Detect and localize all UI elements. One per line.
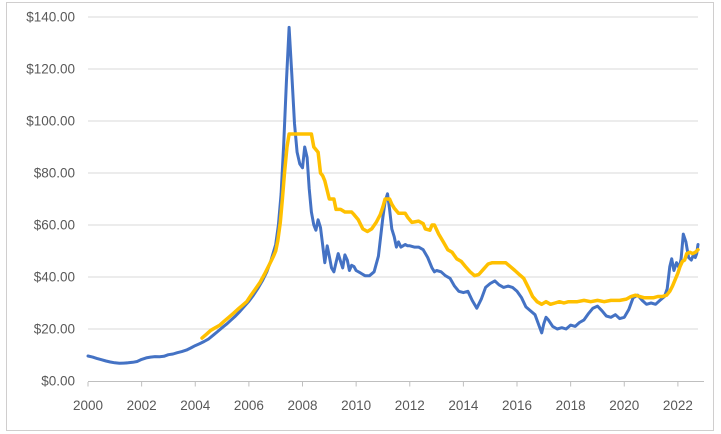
y-axis-label: $20.00: [34, 322, 75, 337]
x-axis-label: 2006: [234, 398, 264, 413]
x-axis-label: 2014: [448, 398, 479, 413]
yellow-line-series: [200, 132, 700, 340]
x-axis-label: 2000: [73, 398, 103, 413]
x-axis-label: 2016: [502, 398, 532, 413]
blue-line-series: [86, 25, 700, 365]
x-axis-label: 2008: [287, 398, 317, 413]
y-axis-label: $140.00: [26, 10, 75, 25]
x-axis-label: 2018: [556, 398, 586, 413]
y-axis-label: $0.00: [41, 374, 75, 389]
x-axis-label: 2010: [341, 398, 371, 413]
y-axis-label: $40.00: [34, 270, 75, 285]
x-axis-label: 2022: [663, 398, 693, 413]
chart-border: [6, 2, 714, 431]
y-axis-label: $80.00: [34, 166, 75, 181]
x-axis-label: 2012: [395, 398, 425, 413]
x-axis-label: 2020: [609, 398, 639, 413]
y-axis-label: $60.00: [34, 218, 75, 233]
x-axis-label: 2004: [180, 398, 211, 413]
y-axis-label: $100.00: [26, 114, 75, 129]
y-axis-label: $120.00: [26, 62, 75, 77]
x-axis-label: 2002: [127, 398, 157, 413]
